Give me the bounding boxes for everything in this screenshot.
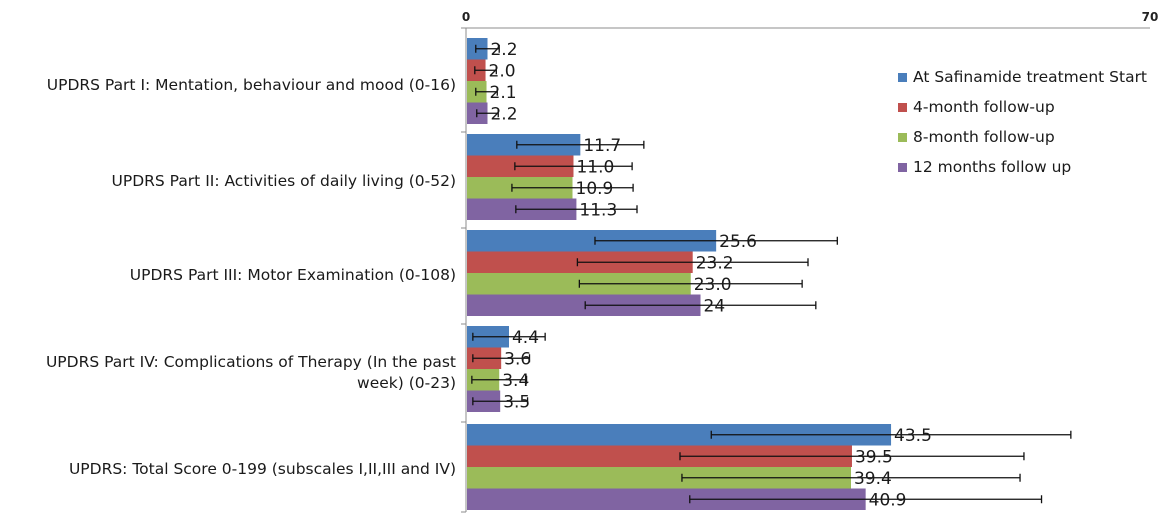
- legend-item-4-month: 4-month follow-up: [898, 92, 1147, 122]
- legend-swatch: [898, 102, 907, 112]
- data-label: 2.2: [490, 104, 517, 124]
- data-label: 11.0: [576, 157, 614, 177]
- data-label: 2.1: [490, 83, 517, 103]
- data-label: 23.2: [696, 253, 734, 273]
- bar: [467, 424, 892, 446]
- bar: [467, 488, 866, 510]
- data-label: 25.6: [719, 232, 757, 252]
- x-tick-label: 0: [462, 10, 470, 24]
- category-label-part-4: UPDRS Part IV: Complications of Therapy …: [45, 353, 456, 392]
- data-label: 4.4: [512, 328, 539, 348]
- data-label: 11.3: [579, 200, 617, 220]
- data-label: 23.0: [694, 275, 732, 295]
- data-label: 40.9: [869, 490, 907, 510]
- bar: [467, 445, 852, 467]
- data-label: 39.4: [854, 469, 892, 489]
- legend-item-8-month: 8-month follow-up: [898, 122, 1147, 152]
- category-label-total: UPDRS: Total Score 0-199 (subscales I,II…: [68, 460, 456, 478]
- data-label: 2.0: [489, 61, 516, 81]
- data-label: 3.5: [503, 392, 530, 412]
- data-label: 24: [704, 296, 726, 316]
- category-label-part-1: UPDRS Part I: Mentation, behaviour and m…: [46, 76, 456, 94]
- data-label: 3.4: [502, 371, 529, 391]
- legend-label: At Safinamide treatment Start: [913, 68, 1148, 86]
- x-tick-label: 70: [1142, 10, 1159, 24]
- data-label: 10.9: [576, 179, 614, 199]
- category-label-part-3: UPDRS Part III: Motor Examination (0-108…: [129, 266, 456, 284]
- legend: At Safinamide treatment Start 4-month fo…: [898, 62, 1147, 182]
- legend-item-start: At Safinamide treatment Start: [898, 62, 1147, 92]
- category-label-part-2: UPDRS Part II: Activities of daily livin…: [111, 172, 457, 190]
- legend-label: 8-month follow-up: [913, 128, 1055, 146]
- legend-swatch: [898, 162, 907, 172]
- bar: [467, 230, 717, 252]
- legend-swatch: [898, 72, 907, 82]
- legend-item-12-months: 12 months follow up: [898, 152, 1147, 182]
- legend-label: 12 months follow up: [913, 158, 1072, 176]
- data-label: 2.2: [490, 40, 517, 60]
- bar: [467, 467, 851, 489]
- legend-swatch: [898, 132, 907, 142]
- data-label: 3.6: [504, 349, 531, 369]
- bar: [467, 294, 701, 316]
- data-label: 43.5: [894, 426, 932, 446]
- legend-label: 4-month follow-up: [913, 98, 1055, 116]
- data-label: 39.5: [855, 447, 893, 467]
- data-label: 11.7: [583, 136, 621, 156]
